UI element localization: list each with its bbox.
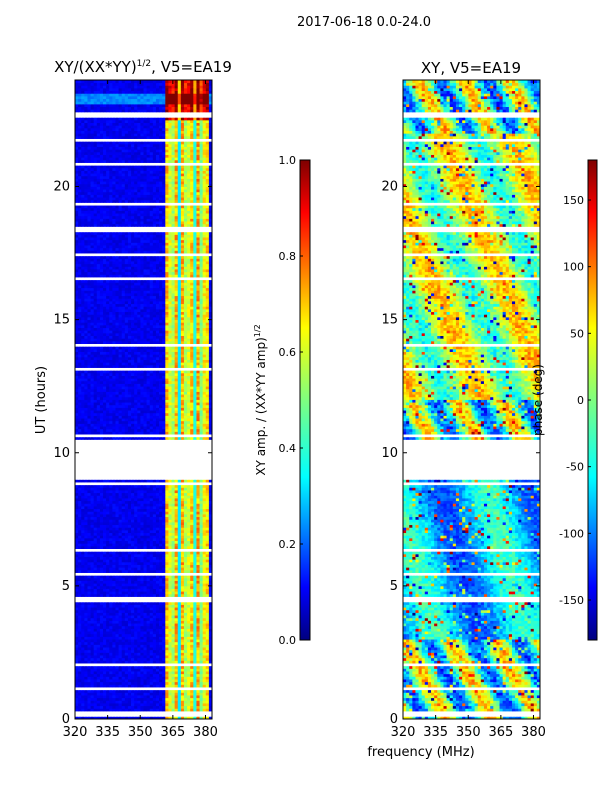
x-tick-label: 350	[128, 725, 153, 740]
y-tick-label: 10	[53, 446, 70, 461]
colorbar-tick-label: 0.6	[279, 346, 297, 359]
y-tick-label: 0	[62, 712, 70, 727]
x-tick-label: 380	[521, 725, 546, 740]
y-tick-label: 20	[53, 180, 70, 195]
phase-axes: 320 335 350 365 380 0 5 10 15 20	[381, 80, 546, 740]
y-tick-label: 0	[390, 712, 398, 727]
y-tick-label: 5	[390, 579, 398, 594]
phase-colorbar	[588, 160, 597, 640]
amplitude-colorbar-frame	[299, 159, 311, 641]
y-tick-label: 15	[53, 313, 70, 328]
colorbar-tick-label: 0.8	[279, 250, 297, 263]
phase-panel-title: XY, V5=EA19	[421, 59, 521, 77]
y-tick-label: 10	[381, 446, 398, 461]
x-tick-label: 365	[160, 725, 185, 740]
figure-suptitle: 2017-06-18 0.0-24.0	[297, 15, 431, 30]
amplitude-axes: 320 335 350 365 380 0 5 10 15 20	[53, 80, 218, 740]
amplitude-panel-title: XY/(XX*YY)1/2, V5=EA19	[54, 58, 232, 76]
colorbar-tick-label: 0	[577, 394, 584, 407]
amplitude-panel-frame	[74, 79, 213, 720]
amplitude-heatmap	[75, 80, 212, 719]
phase-heatmap	[403, 80, 540, 719]
colorbar-tick-label: -100	[559, 527, 584, 540]
x-tick-label: 320	[391, 725, 416, 740]
colorbar-tick-label: 150	[563, 194, 584, 207]
colorbar-tick-label: -50	[566, 461, 584, 474]
phase-panel-frame	[402, 79, 541, 720]
colorbar-tick-label: 0.0	[279, 634, 297, 647]
colorbar-tick-label: -150	[559, 594, 584, 607]
y-tick-label: 15	[381, 313, 398, 328]
colorbar-tick-label: 100	[563, 261, 584, 274]
amplitude-colorbar-label: XY amp. / (XX*YY amp)1/2	[253, 324, 268, 475]
colorbar-tick-label: 0.4	[279, 442, 297, 455]
x-tick-label: 335	[95, 725, 120, 740]
colorbar-tick-label: 1.0	[279, 154, 297, 167]
x-tick-label: 320	[63, 725, 88, 740]
x-tick-label: 350	[456, 725, 481, 740]
y-tick-label: 20	[381, 180, 398, 195]
x-axis-label: frequency (MHz)	[367, 745, 474, 760]
phase-colorbar-label: phase (deg)	[531, 364, 545, 436]
y-axis-label: UT (hours)	[34, 366, 49, 434]
x-tick-label: 365	[488, 725, 513, 740]
colorbar-tick-label: 50	[570, 327, 584, 340]
amplitude-colorbar-ticks: 0.0 0.2 0.4 0.6 0.8 1.0	[279, 154, 303, 647]
colorbar-tick-label: 0.2	[279, 538, 297, 551]
y-tick-label: 5	[62, 579, 70, 594]
phase-colorbar-ticks: -150 -100 -50 0 50 100 150	[559, 194, 591, 607]
amplitude-colorbar	[300, 160, 310, 640]
x-tick-label: 335	[423, 725, 448, 740]
x-tick-label: 380	[193, 725, 218, 740]
